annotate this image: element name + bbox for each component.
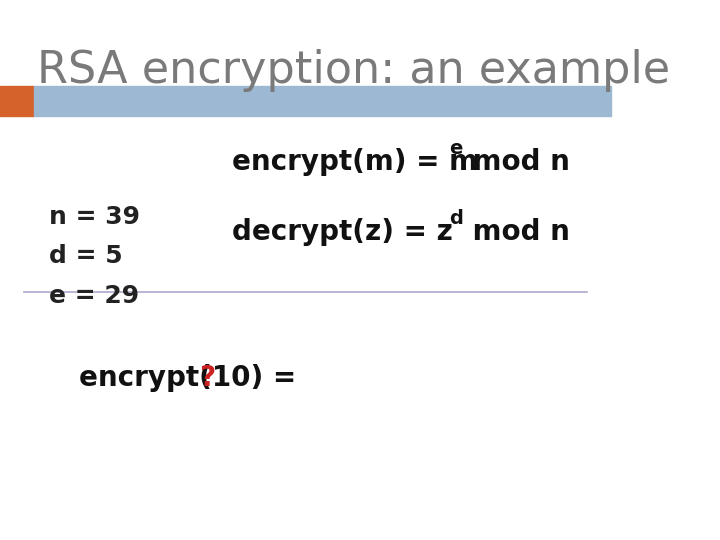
Text: d: d <box>449 209 463 228</box>
Text: ?: ? <box>199 364 215 392</box>
Text: decrypt(z) = z: decrypt(z) = z <box>233 218 453 246</box>
Text: mod n: mod n <box>464 218 570 246</box>
Text: RSA encryption: an example: RSA encryption: an example <box>37 49 670 92</box>
Text: encrypt(10) =: encrypt(10) = <box>79 364 306 392</box>
Text: mod n: mod n <box>464 148 570 176</box>
Text: e: e <box>449 139 463 158</box>
Bar <box>34 86 611 116</box>
Bar <box>0 86 34 116</box>
Text: n = 39
d = 5
e = 29: n = 39 d = 5 e = 29 <box>49 205 140 308</box>
Text: encrypt(m) = m: encrypt(m) = m <box>233 148 478 176</box>
